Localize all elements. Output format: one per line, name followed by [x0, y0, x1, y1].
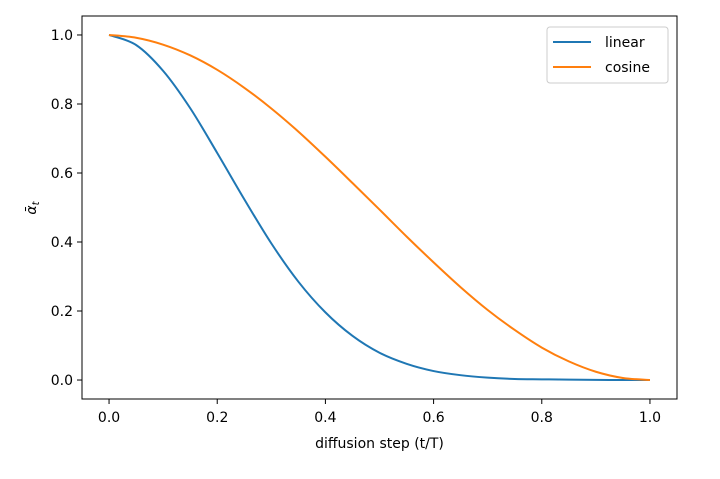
legend-cosine-label: cosine: [605, 60, 650, 76]
axes-frame: [81, 15, 678, 400]
y-tick-label: 0.2: [51, 304, 73, 320]
x-tick-label: 0.0: [98, 410, 120, 426]
y-tick-label: 0.8: [51, 97, 73, 113]
legend: linear cosine: [546, 26, 669, 84]
x-tick-label: 0.6: [422, 410, 444, 426]
series-cosine-line: [108, 33, 651, 382]
svg-text:ᾱt: ᾱt: [24, 200, 42, 214]
legend-linear-label: linear: [605, 35, 645, 51]
y-axis-label: ᾱt: [24, 200, 42, 214]
x-tick-label: 0.4: [314, 410, 336, 426]
x-tick-label: 0.2: [206, 410, 228, 426]
y-tick-label: 1.0: [51, 28, 73, 44]
x-tick-label: 1.0: [639, 410, 661, 426]
x-axis-label: diffusion step (t/T): [315, 436, 444, 452]
y-tick-label: 0.0: [51, 373, 73, 389]
y-tick-label: 0.6: [51, 166, 73, 182]
series-linear-line: [108, 34, 650, 382]
y-tick-label: 0.4: [51, 235, 73, 251]
x-tick-label: 0.8: [531, 410, 553, 426]
